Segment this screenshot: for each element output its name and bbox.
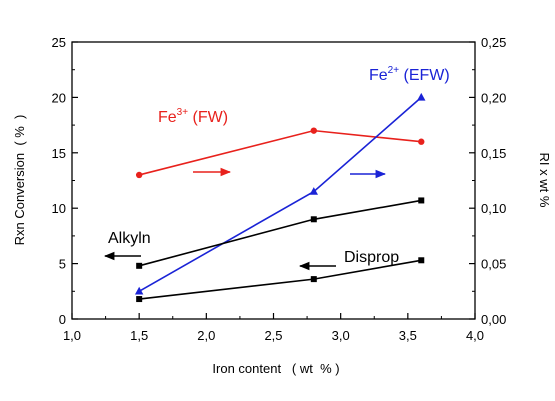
y-tick-label: 5 bbox=[59, 257, 66, 272]
y-tick-label: 25 bbox=[52, 35, 66, 50]
y2-tick-label: 0,05 bbox=[481, 257, 506, 272]
x-tick-label: 2,0 bbox=[197, 328, 215, 343]
y-tick-label: 10 bbox=[52, 201, 66, 216]
y2-axis-ticks: 0,00 0,05 0,10 0,15 0,20 0,25 bbox=[469, 35, 506, 327]
y2-tick-label: 0,10 bbox=[481, 201, 506, 216]
annotation-fe3: Fe3+ (FW) bbox=[158, 107, 228, 126]
data-point bbox=[310, 216, 317, 223]
y-axis-title: Rxn Conversion ( % ) bbox=[12, 115, 27, 246]
annotation-alkyln: Alkyln bbox=[108, 230, 151, 247]
data-point bbox=[136, 296, 143, 303]
data-point bbox=[134, 286, 144, 295]
data-point bbox=[418, 138, 425, 145]
series-line bbox=[139, 259, 422, 300]
data-point bbox=[310, 127, 317, 134]
annotation-fe2: Fe2+ (EFW) bbox=[369, 65, 450, 84]
series-line bbox=[138, 129, 422, 176]
x-tick-label: 1,5 bbox=[130, 328, 148, 343]
x-tick-label: 1,0 bbox=[63, 328, 81, 343]
series-layer bbox=[134, 92, 426, 303]
series-fe3-fw bbox=[135, 127, 425, 179]
y2-tick-label: 0,25 bbox=[481, 35, 506, 50]
y2-tick-label: 0,15 bbox=[481, 146, 506, 161]
data-point bbox=[309, 187, 318, 195]
data-point bbox=[310, 276, 317, 283]
annotation-disprop: Disprop bbox=[344, 249, 399, 266]
x-tick-label: 2,5 bbox=[264, 328, 282, 343]
x-axis-title: Iron content ( wt % ) bbox=[212, 361, 339, 376]
y-tick-label: 15 bbox=[52, 146, 66, 161]
y2-tick-label: 0,00 bbox=[481, 312, 506, 327]
x-tick-label: 4,0 bbox=[466, 328, 484, 343]
series-disprop bbox=[136, 257, 425, 303]
y2-tick-label: 0,20 bbox=[481, 90, 506, 105]
series-alkyln bbox=[136, 197, 425, 269]
data-point bbox=[417, 92, 426, 101]
data-point bbox=[418, 257, 425, 264]
y2-axis-title: RI x wt % bbox=[537, 153, 552, 208]
series-fe2-efw bbox=[134, 92, 426, 295]
x-axis-ticks: 1,0 1,5 2,0 2,5 3,0 3,5 4,0 bbox=[63, 313, 484, 343]
y-axis-ticks: 0 5 10 15 20 25 bbox=[52, 35, 78, 327]
y-tick-label: 20 bbox=[52, 90, 66, 105]
x-tick-label: 3,0 bbox=[332, 328, 350, 343]
x-tick-label: 3,5 bbox=[399, 328, 417, 343]
data-point bbox=[135, 171, 143, 179]
data-point bbox=[136, 262, 143, 269]
data-point bbox=[418, 197, 425, 204]
y-tick-label: 0 bbox=[59, 312, 66, 327]
